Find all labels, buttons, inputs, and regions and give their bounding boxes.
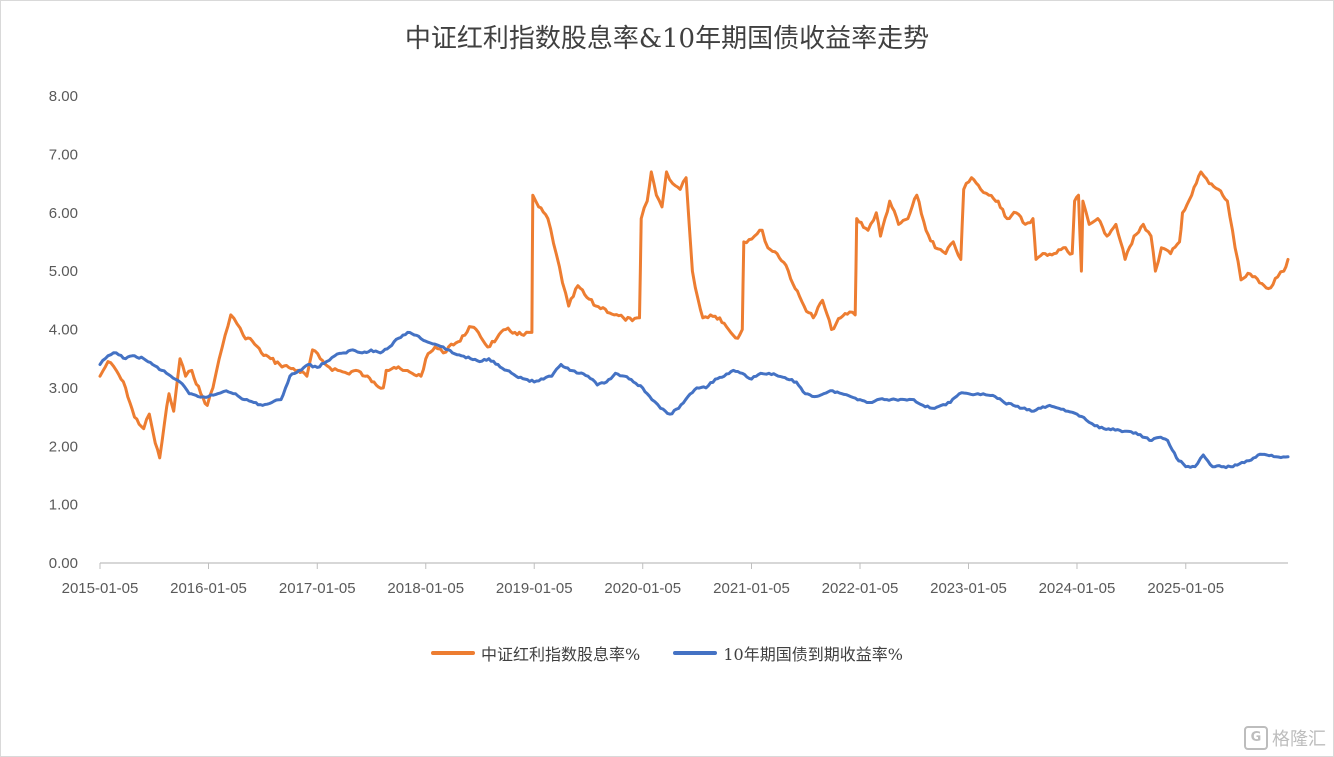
x-tick-label: 2022-01-05 bbox=[822, 580, 899, 597]
x-tick-label: 2021-01-05 bbox=[713, 580, 790, 597]
y-tick-label: 6.00 bbox=[49, 205, 78, 222]
watermark-text: 格隆汇 bbox=[1272, 729, 1326, 750]
legend-swatch-blue bbox=[673, 651, 718, 655]
legend-swatch-orange bbox=[431, 651, 476, 655]
x-axis: 2015-01-05 2016-01-05 2017-01-05 2018-01-05… bbox=[62, 562, 1288, 597]
legend-label-dividend-yield: 中证红利指数股息率% bbox=[481, 645, 641, 664]
legend-item-bond-yield: 10年期国债到期收益率% bbox=[673, 641, 903, 665]
y-tick-label: 7.00 bbox=[49, 146, 78, 163]
x-tick-label: 2015-01-05 bbox=[62, 580, 139, 597]
y-tick-label: 1.00 bbox=[49, 497, 78, 514]
legend-label-bond-yield: 10年期国债到期收益率% bbox=[723, 645, 903, 664]
y-tick-label: 5.00 bbox=[49, 263, 78, 280]
series-line-bond-yield bbox=[98, 330, 1290, 470]
legend-item-dividend-yield: 中证红利指数股息率% bbox=[431, 641, 640, 665]
series-layer bbox=[98, 170, 1290, 470]
x-tick-label: 2018-01-05 bbox=[387, 580, 464, 597]
x-tick-label: 2023-01-05 bbox=[930, 580, 1007, 597]
x-tick-label: 2025-01-05 bbox=[1147, 580, 1224, 597]
y-tick-label: 2.00 bbox=[49, 438, 78, 455]
watermark-logo-icon: G bbox=[1244, 726, 1268, 750]
y-tick-label: 3.00 bbox=[49, 380, 78, 397]
x-tick-label: 2024-01-05 bbox=[1039, 580, 1116, 597]
watermark: G 格隆汇 bbox=[1244, 725, 1326, 751]
y-tick-label: 8.00 bbox=[49, 88, 78, 105]
series-line-dividend-yield bbox=[98, 170, 1290, 460]
y-axis-ticks: 0.00 1.00 2.00 3.00 4.00 5.00 6.00 7.00 8.00 bbox=[49, 88, 78, 572]
x-tick-label: 2016-01-05 bbox=[170, 580, 247, 597]
x-tick-label: 2017-01-05 bbox=[279, 580, 356, 597]
y-tick-label: 4.00 bbox=[49, 322, 78, 339]
x-tick-label: 2019-01-05 bbox=[496, 580, 573, 597]
x-tick-label: 2020-01-05 bbox=[604, 580, 681, 597]
chart-title: 中证红利指数股息率&10年期国债收益率走势 bbox=[404, 24, 930, 54]
legend: 中证红利指数股息率% 10年期国债到期收益率% bbox=[0, 640, 1334, 665]
y-tick-label: 0.00 bbox=[49, 555, 78, 572]
